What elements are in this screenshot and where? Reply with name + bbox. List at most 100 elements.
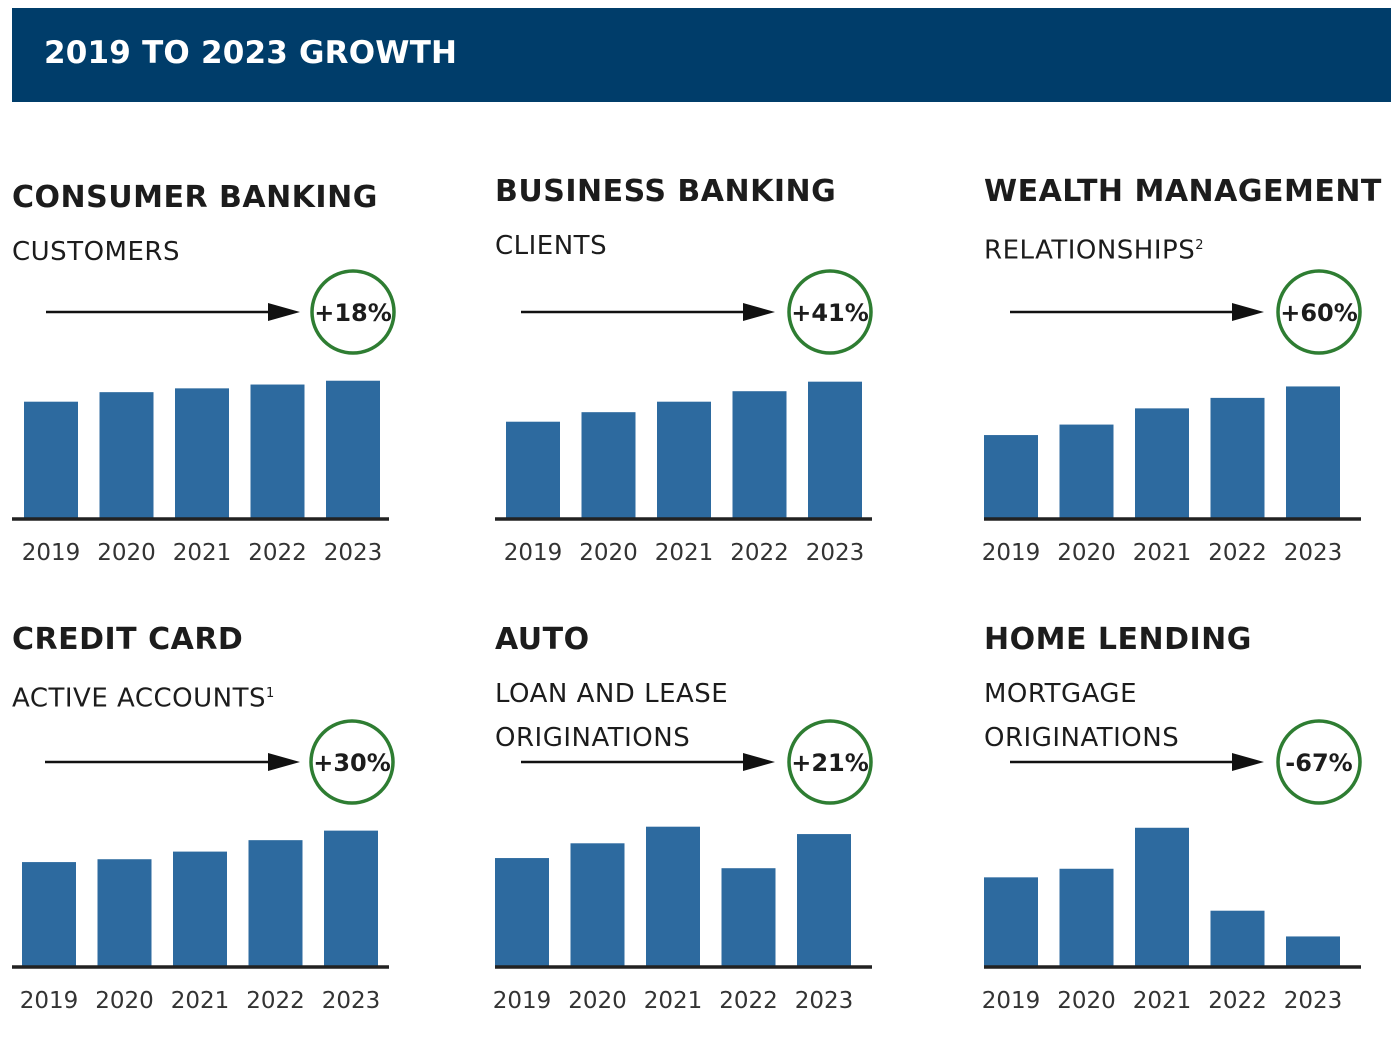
bar-2020	[99, 392, 154, 518]
tick-label: 2020	[579, 540, 638, 566]
chart-subtitle: CUSTOMERS	[12, 230, 180, 274]
bar-2022	[721, 868, 776, 966]
tick-label: 2023	[1284, 988, 1343, 1014]
tick-label: 2019	[504, 540, 563, 566]
bar-2020	[581, 412, 636, 518]
chart-title: WEALTH MANAGEMENT	[984, 174, 1382, 209]
tick-label: 2019	[982, 988, 1041, 1014]
tick-label: 2023	[806, 540, 865, 566]
bar-2019	[984, 435, 1038, 518]
tick-label: 2023	[324, 540, 383, 566]
bar-2023	[1286, 936, 1340, 966]
chart-subtitle-text: ACTIVE ACCOUNTS	[12, 683, 266, 714]
bar-2019	[24, 401, 78, 518]
growth-circle	[787, 269, 873, 355]
bar-2020	[1059, 868, 1114, 966]
arrow-head-icon	[743, 303, 775, 321]
footnote-marker: 2	[1195, 238, 1204, 253]
bar-2021	[1135, 408, 1189, 518]
bar-2019	[495, 858, 549, 966]
bar-chart: +60% 2019 2020 2021 2022 2023	[982, 269, 1362, 566]
growth-circle	[310, 269, 396, 355]
arrow-head-icon	[268, 303, 300, 321]
bar-2023	[324, 830, 378, 966]
chart-subtitle: RELATIONSHIPS2	[984, 224, 1204, 273]
bar-2020	[97, 859, 152, 966]
arrow-head-icon	[1232, 303, 1264, 321]
tick-label: 2020	[1057, 540, 1116, 566]
tick-label: 2021	[1133, 988, 1192, 1014]
tick-label: 2020	[95, 988, 154, 1014]
tick-label: 2023	[795, 988, 854, 1014]
tick-label: 2020	[97, 540, 156, 566]
chart-title: BUSINESS BANKING	[495, 174, 837, 209]
tick-label: 2021	[171, 988, 230, 1014]
page-title: 2019 TO 2023 GROWTH	[44, 35, 458, 71]
tick-label: 2022	[1208, 988, 1267, 1014]
bar-2019	[984, 877, 1038, 966]
tick-label: 2022	[719, 988, 778, 1014]
bar-2021	[657, 401, 711, 518]
bar-2020	[1059, 424, 1114, 518]
bar-2023	[797, 834, 851, 966]
tick-label: 2021	[644, 988, 703, 1014]
bar-chart: +41% 2019 2020 2021 2022 2023	[495, 269, 873, 566]
bar-2023	[1286, 386, 1340, 518]
bar-2021	[1135, 827, 1189, 966]
tick-label: 2019	[982, 540, 1041, 566]
panel-business-banking: BUSINESS BANKING CLIENTS +41% 2019 2020 2021 2…	[495, 174, 915, 594]
growth-circle	[309, 719, 395, 805]
tick-label: 2022	[730, 540, 789, 566]
panel-auto: AUTO LOAN AND LEASE ORIGINATIONS +21% 2019 2…	[493, 622, 915, 1042]
chart-title: CREDIT CARD	[12, 622, 244, 657]
bar-2023	[326, 380, 380, 518]
bar-2022	[1210, 910, 1265, 966]
header-banner: 2019 TO 2023 GROWTH	[12, 8, 1391, 102]
arrow-head-icon	[1232, 753, 1264, 771]
tick-label: 2021	[1133, 540, 1192, 566]
bar-2022	[250, 384, 305, 518]
panel-home-lending: HOME LENDING MORTGAGE ORIGINATIONS -67% 201…	[982, 622, 1400, 1042]
growth-label: +60%	[1280, 299, 1358, 327]
tick-label: 2019	[20, 988, 79, 1014]
bar-2021	[173, 851, 227, 966]
bar-chart: +21% 2019 2020 2021 2022 2023	[493, 719, 873, 1014]
bar-2023	[808, 381, 862, 518]
tick-label: 2021	[655, 540, 714, 566]
chart-subtitle-text: CLIENTS	[495, 231, 608, 261]
chart-title: AUTO	[495, 622, 590, 657]
tick-label: 2022	[246, 988, 305, 1014]
arrow-head-icon	[743, 753, 775, 771]
tick-label: 2022	[1208, 540, 1267, 566]
tick-label: 2022	[248, 540, 307, 566]
panel-consumer-banking: CONSUMER BANKING CUSTOMERS +18% 2019 2020 202…	[12, 180, 432, 600]
panel-credit-card: CREDIT CARD ACTIVE ACCOUNTS1 +30% 2019 2020 2…	[12, 622, 432, 1042]
chart-subtitle: ACTIVE ACCOUNTS1	[12, 672, 275, 721]
footnote-marker: 1	[265, 686, 275, 701]
tick-label: 2020	[1057, 988, 1116, 1014]
chart-title: HOME LENDING	[984, 622, 1252, 657]
tick-label: 2019	[22, 540, 81, 566]
bar-2021	[646, 826, 700, 966]
bar-2020	[570, 843, 625, 966]
bar-2022	[1210, 397, 1265, 518]
growth-circle	[1276, 719, 1362, 805]
chart-subtitle: MORTGAGE ORIGINATIONS	[984, 672, 1179, 760]
bar-chart: +30% 2019 2020 2021 2022 2023	[12, 719, 395, 1014]
chart-subtitle-text: MORTGAGE ORIGINATIONS	[984, 679, 1180, 753]
panel-wealth-management: WEALTH MANAGEMENT RELATIONSHIPS2 +60% 2019 2…	[982, 174, 1400, 594]
growth-label: +21%	[791, 749, 869, 777]
tick-label: 2020	[568, 988, 627, 1014]
bar-2019	[506, 421, 560, 518]
growth-circle	[1276, 269, 1362, 355]
bar-chart: -67% 2019 2020 2021 2022 2023	[982, 719, 1362, 1014]
growth-label: +18%	[314, 299, 392, 327]
chart-subtitle-text: LOAN AND LEASE ORIGINATIONS	[495, 679, 729, 753]
tick-label: 2019	[493, 988, 552, 1014]
arrow-head-icon	[268, 753, 300, 771]
tick-label: 2023	[1284, 540, 1343, 566]
bar-2022	[732, 391, 787, 518]
chart-title: CONSUMER BANKING	[12, 180, 378, 215]
chart-subtitle-text: CUSTOMERS	[12, 237, 180, 267]
bar-2022	[248, 840, 303, 966]
